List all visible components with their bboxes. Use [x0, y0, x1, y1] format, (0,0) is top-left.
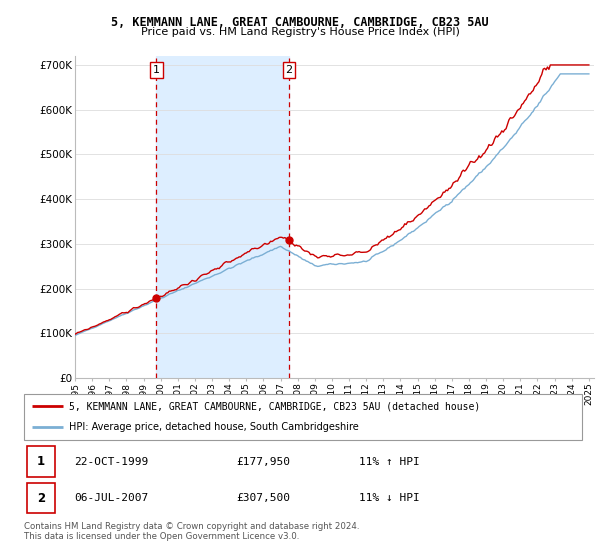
Text: £177,950: £177,950	[236, 457, 290, 466]
Text: 2: 2	[286, 65, 293, 75]
Text: £307,500: £307,500	[236, 493, 290, 503]
FancyBboxPatch shape	[27, 446, 55, 477]
Text: 22-OCT-1999: 22-OCT-1999	[74, 457, 148, 466]
Text: 11% ↑ HPI: 11% ↑ HPI	[359, 457, 419, 466]
Bar	[157, 56, 289, 378]
Text: 2: 2	[37, 492, 45, 505]
Text: 1: 1	[37, 455, 45, 468]
Text: 5, KEMMANN LANE, GREAT CAMBOURNE, CAMBRIDGE, CB23 5AU (detached house): 5, KEMMANN LANE, GREAT CAMBOURNE, CAMBRI…	[68, 401, 480, 411]
Text: 11% ↓ HPI: 11% ↓ HPI	[359, 493, 419, 503]
FancyBboxPatch shape	[27, 483, 55, 514]
Text: Contains HM Land Registry data © Crown copyright and database right 2024.
This d: Contains HM Land Registry data © Crown c…	[24, 522, 359, 542]
Text: 06-JUL-2007: 06-JUL-2007	[74, 493, 148, 503]
Text: 5, KEMMANN LANE, GREAT CAMBOURNE, CAMBRIDGE, CB23 5AU: 5, KEMMANN LANE, GREAT CAMBOURNE, CAMBRI…	[111, 16, 489, 29]
Text: Price paid vs. HM Land Registry's House Price Index (HPI): Price paid vs. HM Land Registry's House …	[140, 27, 460, 37]
Text: 1: 1	[153, 65, 160, 75]
Text: HPI: Average price, detached house, South Cambridgeshire: HPI: Average price, detached house, Sout…	[68, 422, 358, 432]
